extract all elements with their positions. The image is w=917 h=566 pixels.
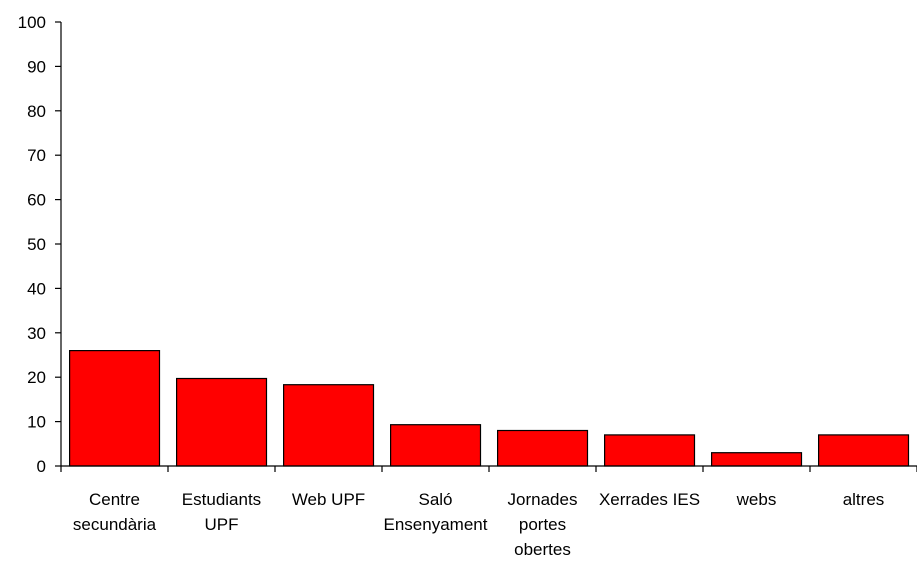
- x-category-label-5: Xerrades IES: [599, 490, 700, 509]
- x-category-label-4-line-2: obertes: [514, 540, 571, 559]
- y-ticks-group: 0 10 20 30 40 50 60 70 80 90 100: [18, 13, 61, 476]
- x-category-label-1-line-1: UPF: [205, 515, 239, 534]
- y-tick-label-4: 40: [27, 279, 46, 298]
- y-tick-label-2: 20: [27, 368, 46, 387]
- x-category-label-4: Jornades portes obertes: [508, 490, 578, 559]
- bar-2: [283, 384, 375, 467]
- x-category-label-0-line-1: secundària: [73, 515, 157, 534]
- x-category-label-4-line-1: portes: [519, 515, 566, 534]
- x-category-label-0: Centre secundària: [73, 490, 157, 534]
- y-tick-label-5: 50: [27, 235, 46, 254]
- y-tick-label-0: 0: [37, 457, 46, 476]
- bar-4: [497, 429, 589, 467]
- x-category-label-7-line-0: altres: [843, 490, 885, 509]
- x-category-label-3: Saló Ensenyament: [384, 490, 488, 534]
- x-category-label-5-line-0: Xerrades IES: [599, 490, 700, 509]
- x-category-label-7: altres: [843, 490, 885, 509]
- y-tick-label-1: 10: [27, 413, 46, 432]
- x-category-label-6-line-0: webs: [736, 490, 777, 509]
- bar-6: [710, 452, 803, 467]
- x-category-label-4-line-0: Jornades: [508, 490, 578, 509]
- y-tick-label-6: 60: [27, 191, 46, 210]
- bar-5: [603, 434, 696, 467]
- y-tick-label-10: 100: [18, 13, 46, 32]
- bar-0: [68, 350, 161, 467]
- x-category-label-1-line-0: Estudiants: [182, 490, 261, 509]
- bar-3: [390, 424, 482, 467]
- y-tick-label-7: 70: [27, 146, 46, 165]
- x-category-label-2: Web UPF: [292, 490, 365, 509]
- y-tick-label-8: 80: [27, 102, 46, 121]
- x-category-label-1: Estudiants UPF: [182, 490, 261, 534]
- x-labels-group: Centre secundària Estudiants UPF Web UPF Saló…: [73, 490, 884, 559]
- y-tick-label-9: 90: [27, 57, 46, 76]
- x-category-label-3-line-1: Ensenyament: [384, 515, 488, 534]
- bar-1: [176, 377, 268, 467]
- bar-7: [817, 434, 910, 467]
- x-category-label-2-line-0: Web UPF: [292, 490, 365, 509]
- y-tick-label-3: 30: [27, 324, 46, 343]
- x-category-label-6: webs: [736, 490, 777, 509]
- x-category-label-3-line-0: Saló: [418, 490, 452, 509]
- bars-group: [68, 350, 910, 467]
- x-category-label-0-line-0: Centre: [89, 490, 140, 509]
